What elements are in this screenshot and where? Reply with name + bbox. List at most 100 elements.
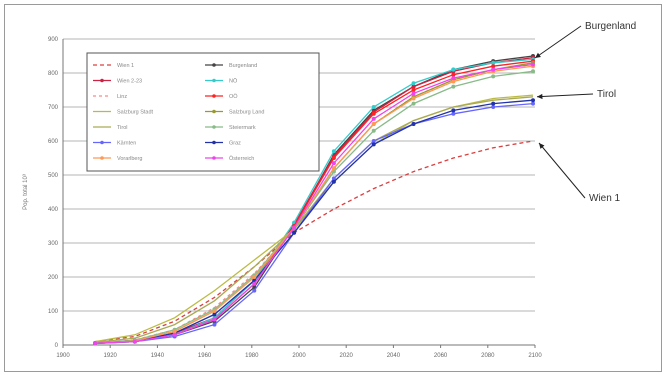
legend-marker xyxy=(100,140,104,145)
data-point xyxy=(371,122,376,126)
data-point xyxy=(491,67,496,72)
x-tick-label: 2100 xyxy=(528,353,542,359)
data-point xyxy=(491,105,496,109)
legend-item: Tirol xyxy=(93,125,128,131)
y-tick-label: 800 xyxy=(48,71,59,77)
x-tick-label: 1940 xyxy=(151,353,165,359)
data-point xyxy=(252,288,257,293)
data-point xyxy=(411,81,416,86)
series-line xyxy=(94,140,534,343)
legend-item: Salzburg Stadt xyxy=(93,110,154,116)
y-tick-label: 200 xyxy=(48,275,59,281)
legend-label: Steiermark xyxy=(229,125,256,131)
data-point xyxy=(411,88,416,92)
legend-label: OÖ xyxy=(229,93,238,100)
line-chart: 0 100 200 300 400 500 600 700 800 900 1900 1920 1940… xyxy=(23,21,636,359)
callout-wien-1: Wien 1 xyxy=(538,142,621,204)
legend-box xyxy=(86,52,320,172)
series-line xyxy=(94,96,534,343)
legend-item: Vorarlberg xyxy=(93,156,142,162)
data-point xyxy=(93,341,97,346)
legend-label: Vorarlberg xyxy=(117,156,142,162)
data-point xyxy=(411,122,416,126)
y-axis-label: Pop. total 10³ xyxy=(23,174,29,210)
legend-label: Graz xyxy=(229,141,241,147)
data-point xyxy=(451,79,456,84)
legend-label: Salzburg Stadt xyxy=(117,110,154,116)
legend-marker xyxy=(212,156,216,160)
legend-item: Salzburg Land xyxy=(205,110,264,116)
y-tick-label: 500 xyxy=(48,173,59,179)
y-tick-label: 100 xyxy=(48,309,59,315)
x-tick-label: 1920 xyxy=(104,353,118,359)
legend-item: Wien 2-23 xyxy=(93,79,142,85)
callout-tirol: Tirol xyxy=(536,89,616,100)
callout-arrow-line xyxy=(534,25,582,59)
data-point xyxy=(491,101,496,106)
data-point xyxy=(491,74,496,79)
data-point xyxy=(331,166,336,171)
x-tick-label: 2000 xyxy=(292,353,306,359)
legend: Wien 1 Burgenland Wien 2-23 NÖ Linz OÖ Salzbur… xyxy=(86,52,320,172)
data-point xyxy=(451,76,456,81)
data-point xyxy=(172,329,177,334)
legend-marker xyxy=(212,140,216,145)
data-point xyxy=(531,101,535,106)
series-line xyxy=(94,63,534,344)
callout-arrow-line xyxy=(536,93,594,98)
data-point xyxy=(411,96,416,101)
y-tick-label: 600 xyxy=(48,139,59,145)
callout-label: Burgenland xyxy=(585,21,636,32)
x-tick-label: 2060 xyxy=(434,353,448,359)
x-tick-label: 2040 xyxy=(387,353,401,359)
callout-arrow-line xyxy=(538,142,586,199)
series-layer xyxy=(93,54,535,346)
data-point xyxy=(331,179,336,184)
y-tick-label: 0 xyxy=(55,343,59,349)
legend-label: Wien 1 xyxy=(117,63,134,69)
legend-label: Burgenland xyxy=(229,63,257,69)
data-point xyxy=(411,91,416,96)
data-point xyxy=(292,225,297,230)
data-point xyxy=(331,156,336,160)
legend-item: Wien 1 xyxy=(93,63,134,69)
x-tick-label: 1900 xyxy=(56,353,70,359)
x-tick-label: 1960 xyxy=(198,353,212,359)
callout-arrow-head xyxy=(535,52,541,58)
legend-label: Salzburg Land xyxy=(229,110,264,116)
series-tirol xyxy=(94,96,534,343)
data-point xyxy=(132,339,137,344)
data-point xyxy=(531,62,535,67)
legend-item: OÖ xyxy=(205,93,238,100)
data-point xyxy=(371,116,376,121)
data-point xyxy=(451,108,456,113)
data-point xyxy=(212,322,217,327)
legend-item: Kärnten xyxy=(93,141,136,147)
legend-marker xyxy=(212,78,216,83)
data-point xyxy=(451,67,456,72)
chart-frame: 0 100 200 300 400 500 600 700 800 900 1900 1920 1940… xyxy=(4,4,662,372)
data-point xyxy=(292,230,297,235)
callout-label: Tirol xyxy=(597,89,616,100)
callouts-layer: Burgenland Tirol Wien 1 xyxy=(534,21,636,204)
data-point xyxy=(212,312,217,317)
callout-burgenland: Burgenland xyxy=(534,21,636,59)
series-line xyxy=(94,65,534,344)
data-point xyxy=(252,275,257,279)
legend-label: Wien 2-23 xyxy=(117,79,142,85)
legend-marker xyxy=(212,125,216,129)
series-line xyxy=(94,99,534,344)
callout-arrow-head xyxy=(537,93,543,100)
legend-marker xyxy=(100,78,104,83)
data-point xyxy=(451,111,456,116)
series-wien-1 xyxy=(94,140,534,343)
data-point xyxy=(411,101,416,106)
data-point xyxy=(331,161,336,166)
legend-item: NÖ xyxy=(205,78,238,85)
data-point xyxy=(371,128,376,133)
axes-layer: 0 100 200 300 400 500 600 700 800 900 1900 1920 1940… xyxy=(23,37,542,359)
data-point xyxy=(212,317,217,322)
data-point xyxy=(371,139,376,143)
data-point xyxy=(531,69,535,74)
data-point xyxy=(491,64,496,69)
